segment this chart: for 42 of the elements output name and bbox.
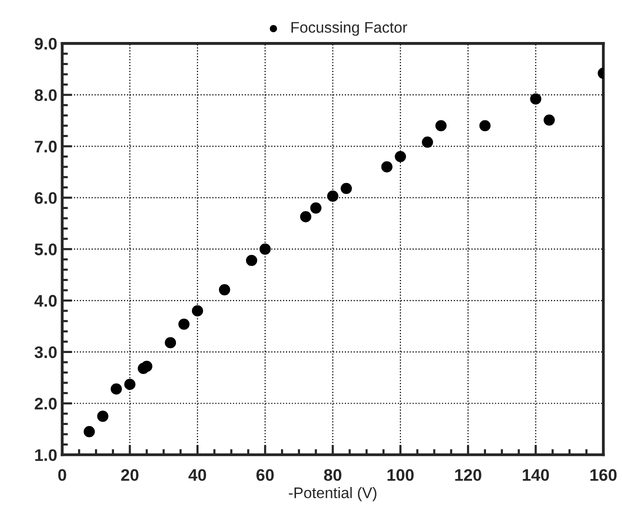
- point: [164, 337, 176, 348]
- point: [110, 383, 122, 395]
- x-tick-label: 0: [58, 469, 66, 481]
- x-axis-title: -Potential (V): [288, 486, 376, 502]
- x-tick-label: 120: [455, 469, 482, 481]
- legend-label: Focussing Factor: [291, 22, 408, 36]
- point: [84, 426, 95, 438]
- point: [141, 360, 152, 372]
- y-tick-label: 1.0: [35, 449, 57, 461]
- point: [246, 254, 258, 266]
- point: [394, 150, 406, 162]
- point: [422, 136, 434, 148]
- x-tick-label: 60: [256, 469, 274, 481]
- x-tick-label: 80: [324, 469, 342, 481]
- point: [178, 318, 190, 330]
- point: [479, 120, 491, 132]
- y-tick-label: 9.0: [34, 38, 57, 50]
- y-tick-label: 3.0: [34, 346, 57, 358]
- point: [124, 378, 136, 390]
- y-tick-label: 2.0: [34, 398, 57, 410]
- x-tick-label: 140: [522, 469, 549, 481]
- point: [381, 161, 392, 172]
- point: [340, 182, 352, 194]
- x-tick-label: 100: [388, 469, 414, 481]
- y-tick-label: 6.0: [34, 192, 57, 204]
- point: [260, 244, 271, 255]
- y-tick-label: 8.0: [34, 89, 57, 102]
- y-tick-label: 5.0: [34, 244, 57, 256]
- y-tick-label: 7.0: [34, 140, 57, 152]
- point: [544, 114, 555, 126]
- point: [327, 190, 338, 202]
- point: [530, 93, 542, 105]
- point: [192, 305, 204, 316]
- point: [435, 120, 447, 132]
- y-tick-label: 4.0: [34, 294, 57, 307]
- x-tick-label: 20: [121, 469, 138, 481]
- point: [97, 410, 108, 422]
- x-tick-label: 160: [590, 469, 617, 481]
- point: [218, 284, 230, 296]
- point: [310, 202, 322, 214]
- point: [300, 211, 312, 222]
- x-tick-label: 40: [188, 469, 206, 481]
